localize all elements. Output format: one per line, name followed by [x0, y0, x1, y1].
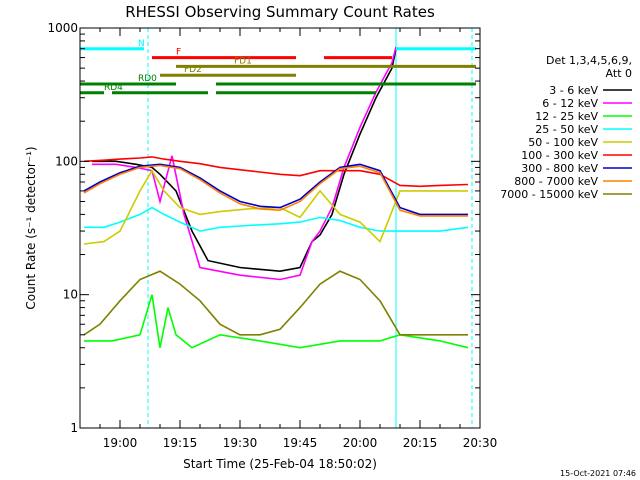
x-axis: 19:00 19:15 19:30 19:45 20:00 20:15 20:30: [99, 28, 498, 450]
flag-label-f: F: [176, 48, 181, 58]
series-line-5: [83, 156, 469, 188]
y-tick-label-2: 100: [55, 154, 78, 168]
legend-label-0: 3 - 6 keV: [549, 84, 598, 97]
x-tick-label-6: 20:30: [463, 436, 498, 450]
y-tick-label-0: 1: [70, 421, 78, 435]
legend-label-7: 800 - 7000 keV: [514, 175, 598, 188]
flag-label-rd0: RD0: [138, 74, 157, 84]
plot-area: N F FD1 FD2 RD0 RD4: [80, 28, 476, 428]
x-tick-label-2: 19:30: [223, 436, 258, 450]
legend-label-3: 25 - 50 keV: [535, 123, 598, 136]
x-tick-label-4: 20:00: [343, 436, 378, 450]
legend-header-line1: Det 1,3,4,5,6,9,: [546, 54, 632, 67]
flag-label-n: N: [138, 39, 145, 49]
x-tick-label-1: 19:15: [163, 436, 198, 450]
series-line-8: [83, 270, 468, 336]
legend-label-2: 12 - 25 keV: [535, 110, 598, 123]
x-tick-label-0: 19:00: [103, 436, 138, 450]
x-tick-label-5: 20:15: [403, 436, 438, 450]
x-tick-label-3: 19:45: [283, 436, 318, 450]
legend-label-4: 50 - 100 keV: [528, 136, 598, 149]
series-line-4: [83, 169, 468, 245]
y-axis-label: Count Rate (s⁻¹ detector⁻¹): [24, 146, 38, 309]
series-line-2: [84, 294, 469, 349]
flag-label-rd4: RD4: [104, 83, 123, 93]
observing-flags: N F FD1 FD2 RD0 RD4: [80, 39, 476, 95]
legend-label-8: 7000 - 15000 keV: [500, 188, 598, 201]
series-line-7: [83, 164, 468, 217]
legend-label-1: 6 - 12 keV: [542, 97, 598, 110]
flag-label-fd2: FD2: [184, 65, 202, 75]
legend-label-6: 300 - 800 keV: [521, 162, 598, 175]
legend-label-5: 100 - 300 keV: [521, 149, 598, 162]
plot-frame: [79, 27, 481, 429]
y-axis: 1 10 100 1000: [47, 21, 480, 435]
legend-header-line2: Att 0: [606, 67, 632, 80]
x-axis-label: Start Time (25-Feb-04 18:50:02): [183, 457, 377, 471]
series-line-3: [84, 206, 469, 232]
flag-label-fd1: FD1: [234, 56, 252, 66]
series-line-0: [92, 48, 397, 273]
footer-timestamp: 15-Oct-2021 07:46: [560, 469, 636, 478]
chart-title: RHESSI Observing Summary Count Rates: [125, 3, 435, 21]
y-tick-label-1: 10: [63, 288, 78, 302]
y-tick-label-3: 1000: [47, 21, 78, 35]
series-line-6: [83, 163, 468, 216]
